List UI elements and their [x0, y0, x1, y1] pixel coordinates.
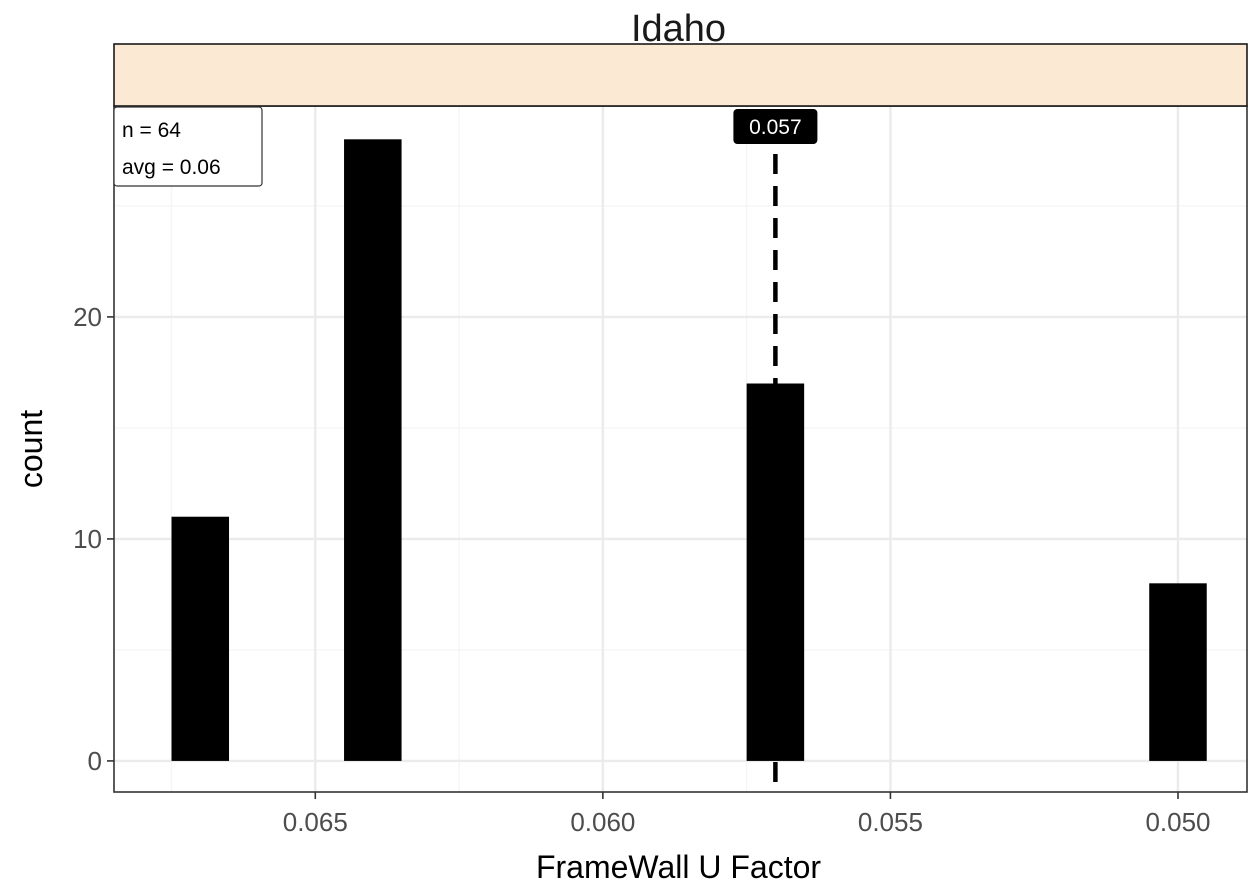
stats-box-frame	[113, 106, 263, 187]
histogram-bar	[344, 139, 402, 761]
histogram-bar	[171, 516, 230, 761]
x-axis-title: FrameWall U Factor	[536, 849, 821, 885]
y-axis-ticks: 0 10 20	[73, 302, 114, 776]
y-tick-label: 20	[73, 302, 102, 332]
reference-label: 0.057	[749, 116, 802, 139]
x-tick-label: 0.050	[1145, 807, 1210, 837]
histogram-bar	[1149, 583, 1207, 761]
x-tick-label: 0.065	[283, 807, 348, 837]
sample-size-label: n = 64	[122, 119, 181, 142]
x-tick-label: 0.060	[570, 807, 635, 837]
x-axis-ticks: 0.065 0.060 0.055 0.050	[283, 792, 1211, 837]
average-label: avg = 0.06	[122, 156, 221, 179]
reference-line-group: 0.057	[733, 109, 818, 792]
y-tick-label: 0	[88, 746, 102, 776]
reference-label-box	[733, 109, 818, 144]
y-axis-title: count	[13, 410, 49, 488]
facet-title: Idaho	[631, 8, 726, 50]
stats-box: n = 64 avg = 0.06	[113, 106, 263, 187]
facet-strip	[113, 43, 1248, 107]
x-tick-label: 0.055	[858, 807, 923, 837]
y-tick-label: 10	[73, 524, 102, 554]
